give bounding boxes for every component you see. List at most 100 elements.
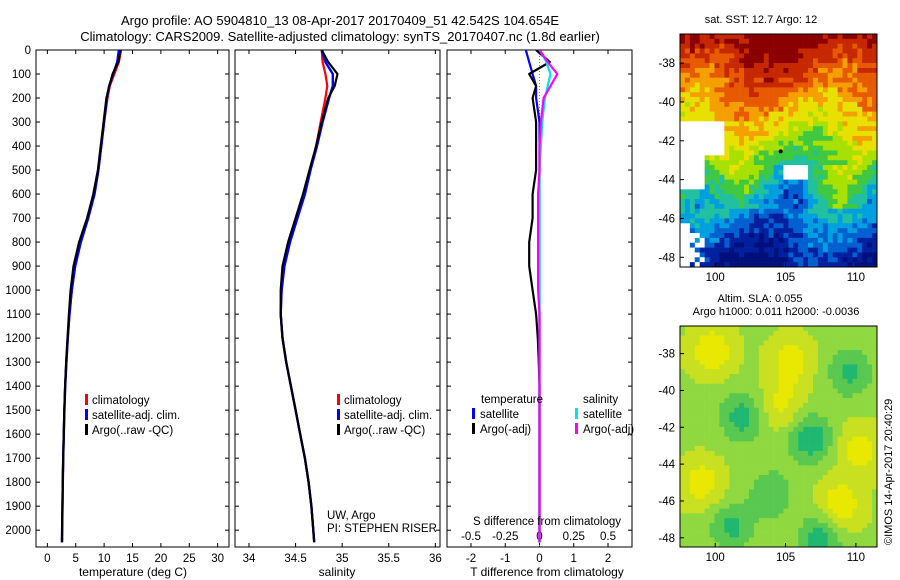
- sla-cell: [709, 374, 715, 380]
- legend-label: satellite-adj. clim.: [344, 410, 432, 422]
- sla-cell: [753, 335, 760, 341]
- sst-cell: [827, 155, 833, 161]
- sst-cell: [788, 101, 794, 108]
- sst-cell: [837, 111, 843, 117]
- sla-cell: [758, 393, 765, 399]
- sst-cell: [798, 242, 804, 248]
- sst-cell: [709, 237, 715, 244]
- sla-cell: [808, 470, 814, 476]
- sla-cell: [734, 498, 740, 505]
- sst-cell: [803, 194, 809, 200]
- sst-cell: [783, 67, 789, 74]
- sst-cell: [803, 111, 809, 117]
- sst-cell: [694, 121, 700, 127]
- sst-cell: [812, 174, 819, 180]
- sst-cell: [778, 53, 784, 59]
- sla-cell: [798, 350, 804, 356]
- sst-cell: [758, 262, 765, 268]
- sla-cell: [748, 388, 755, 394]
- sst-cell: [837, 165, 843, 171]
- sst-cell: [729, 257, 735, 263]
- sla-cell: [852, 498, 858, 505]
- sst-cell: [847, 203, 853, 210]
- sla-cell: [704, 335, 710, 341]
- sst-cell: [699, 140, 705, 146]
- sst-cell: [729, 126, 735, 132]
- sst-cell: [872, 218, 878, 224]
- sst-cell: [872, 228, 878, 234]
- sla-cell: [699, 484, 705, 490]
- sla-cell: [748, 532, 755, 538]
- sst-cell: [812, 155, 819, 161]
- sla-cell: [872, 518, 878, 524]
- sla-cell: [872, 393, 878, 399]
- sst-cell: [689, 38, 696, 44]
- sst-cell: [812, 116, 819, 122]
- sla-cell: [827, 508, 833, 514]
- sst-cell: [758, 87, 765, 93]
- sst-cell: [867, 199, 873, 205]
- sla-cell: [842, 326, 848, 332]
- sla-cell: [744, 350, 750, 356]
- difference-xlabel: T difference from climatology: [470, 565, 624, 579]
- sla-cell: [709, 446, 715, 452]
- sst-cell: [744, 116, 750, 122]
- sst-cell: [704, 53, 710, 59]
- sst-cell: [808, 126, 814, 132]
- sla-cell: [803, 354, 809, 360]
- sst-cell: [822, 257, 829, 263]
- sla-cell: [867, 542, 873, 548]
- sst-cell: [724, 165, 730, 171]
- sst-cell: [744, 63, 750, 69]
- sla-cell: [827, 527, 833, 533]
- sst-cell: [842, 82, 848, 88]
- sst-cell: [862, 262, 868, 268]
- sla-cell: [768, 407, 774, 413]
- sla-cell: [744, 431, 750, 437]
- sla-cell: [812, 412, 819, 418]
- sst-cell: [827, 252, 833, 258]
- sst-cell: [788, 87, 794, 93]
- sst-cell: [822, 126, 829, 132]
- sst-cell: [734, 208, 740, 214]
- sst-cell: [842, 257, 848, 263]
- sla-cell: [758, 431, 765, 437]
- sst-cell: [778, 262, 784, 268]
- sst-cell: [773, 213, 779, 219]
- sla-cell: [867, 393, 873, 399]
- sst-cell: [689, 92, 696, 98]
- sst-cell: [827, 228, 833, 234]
- sla-cell: [832, 508, 838, 514]
- sst-cell: [793, 43, 799, 49]
- sst-cell: [699, 38, 705, 44]
- y-tick-label: 300: [12, 117, 31, 129]
- sla-cell: [748, 330, 755, 336]
- sla-cell: [699, 518, 705, 524]
- sst-cell: [773, 106, 779, 112]
- sst-cell: [689, 228, 696, 234]
- sst-cell: [744, 242, 750, 248]
- sla-cell: [768, 350, 774, 356]
- sla-cell: [739, 398, 745, 404]
- sst-cell: [748, 43, 755, 49]
- sst-cell: [748, 92, 755, 98]
- sst-cell: [832, 233, 838, 239]
- sla-cell: [753, 436, 760, 442]
- sst-cell: [763, 121, 769, 127]
- sla-cell: [734, 522, 740, 529]
- sst-cell: [842, 97, 848, 103]
- sla-cell: [778, 378, 784, 384]
- sst-cell: [803, 97, 809, 103]
- sst-cell: [812, 257, 819, 263]
- sst-cell: [684, 121, 691, 127]
- sla-cell: [842, 345, 848, 351]
- sst-cell: [724, 121, 730, 127]
- sst-cell: [862, 179, 868, 185]
- sst-cell: [832, 135, 838, 142]
- sst-cell: [803, 252, 809, 258]
- sla-cell: [719, 470, 725, 476]
- sla-cell: [763, 446, 769, 452]
- sla-cell: [714, 374, 720, 380]
- sla-cell: [862, 378, 868, 384]
- sla-cell: [808, 522, 814, 529]
